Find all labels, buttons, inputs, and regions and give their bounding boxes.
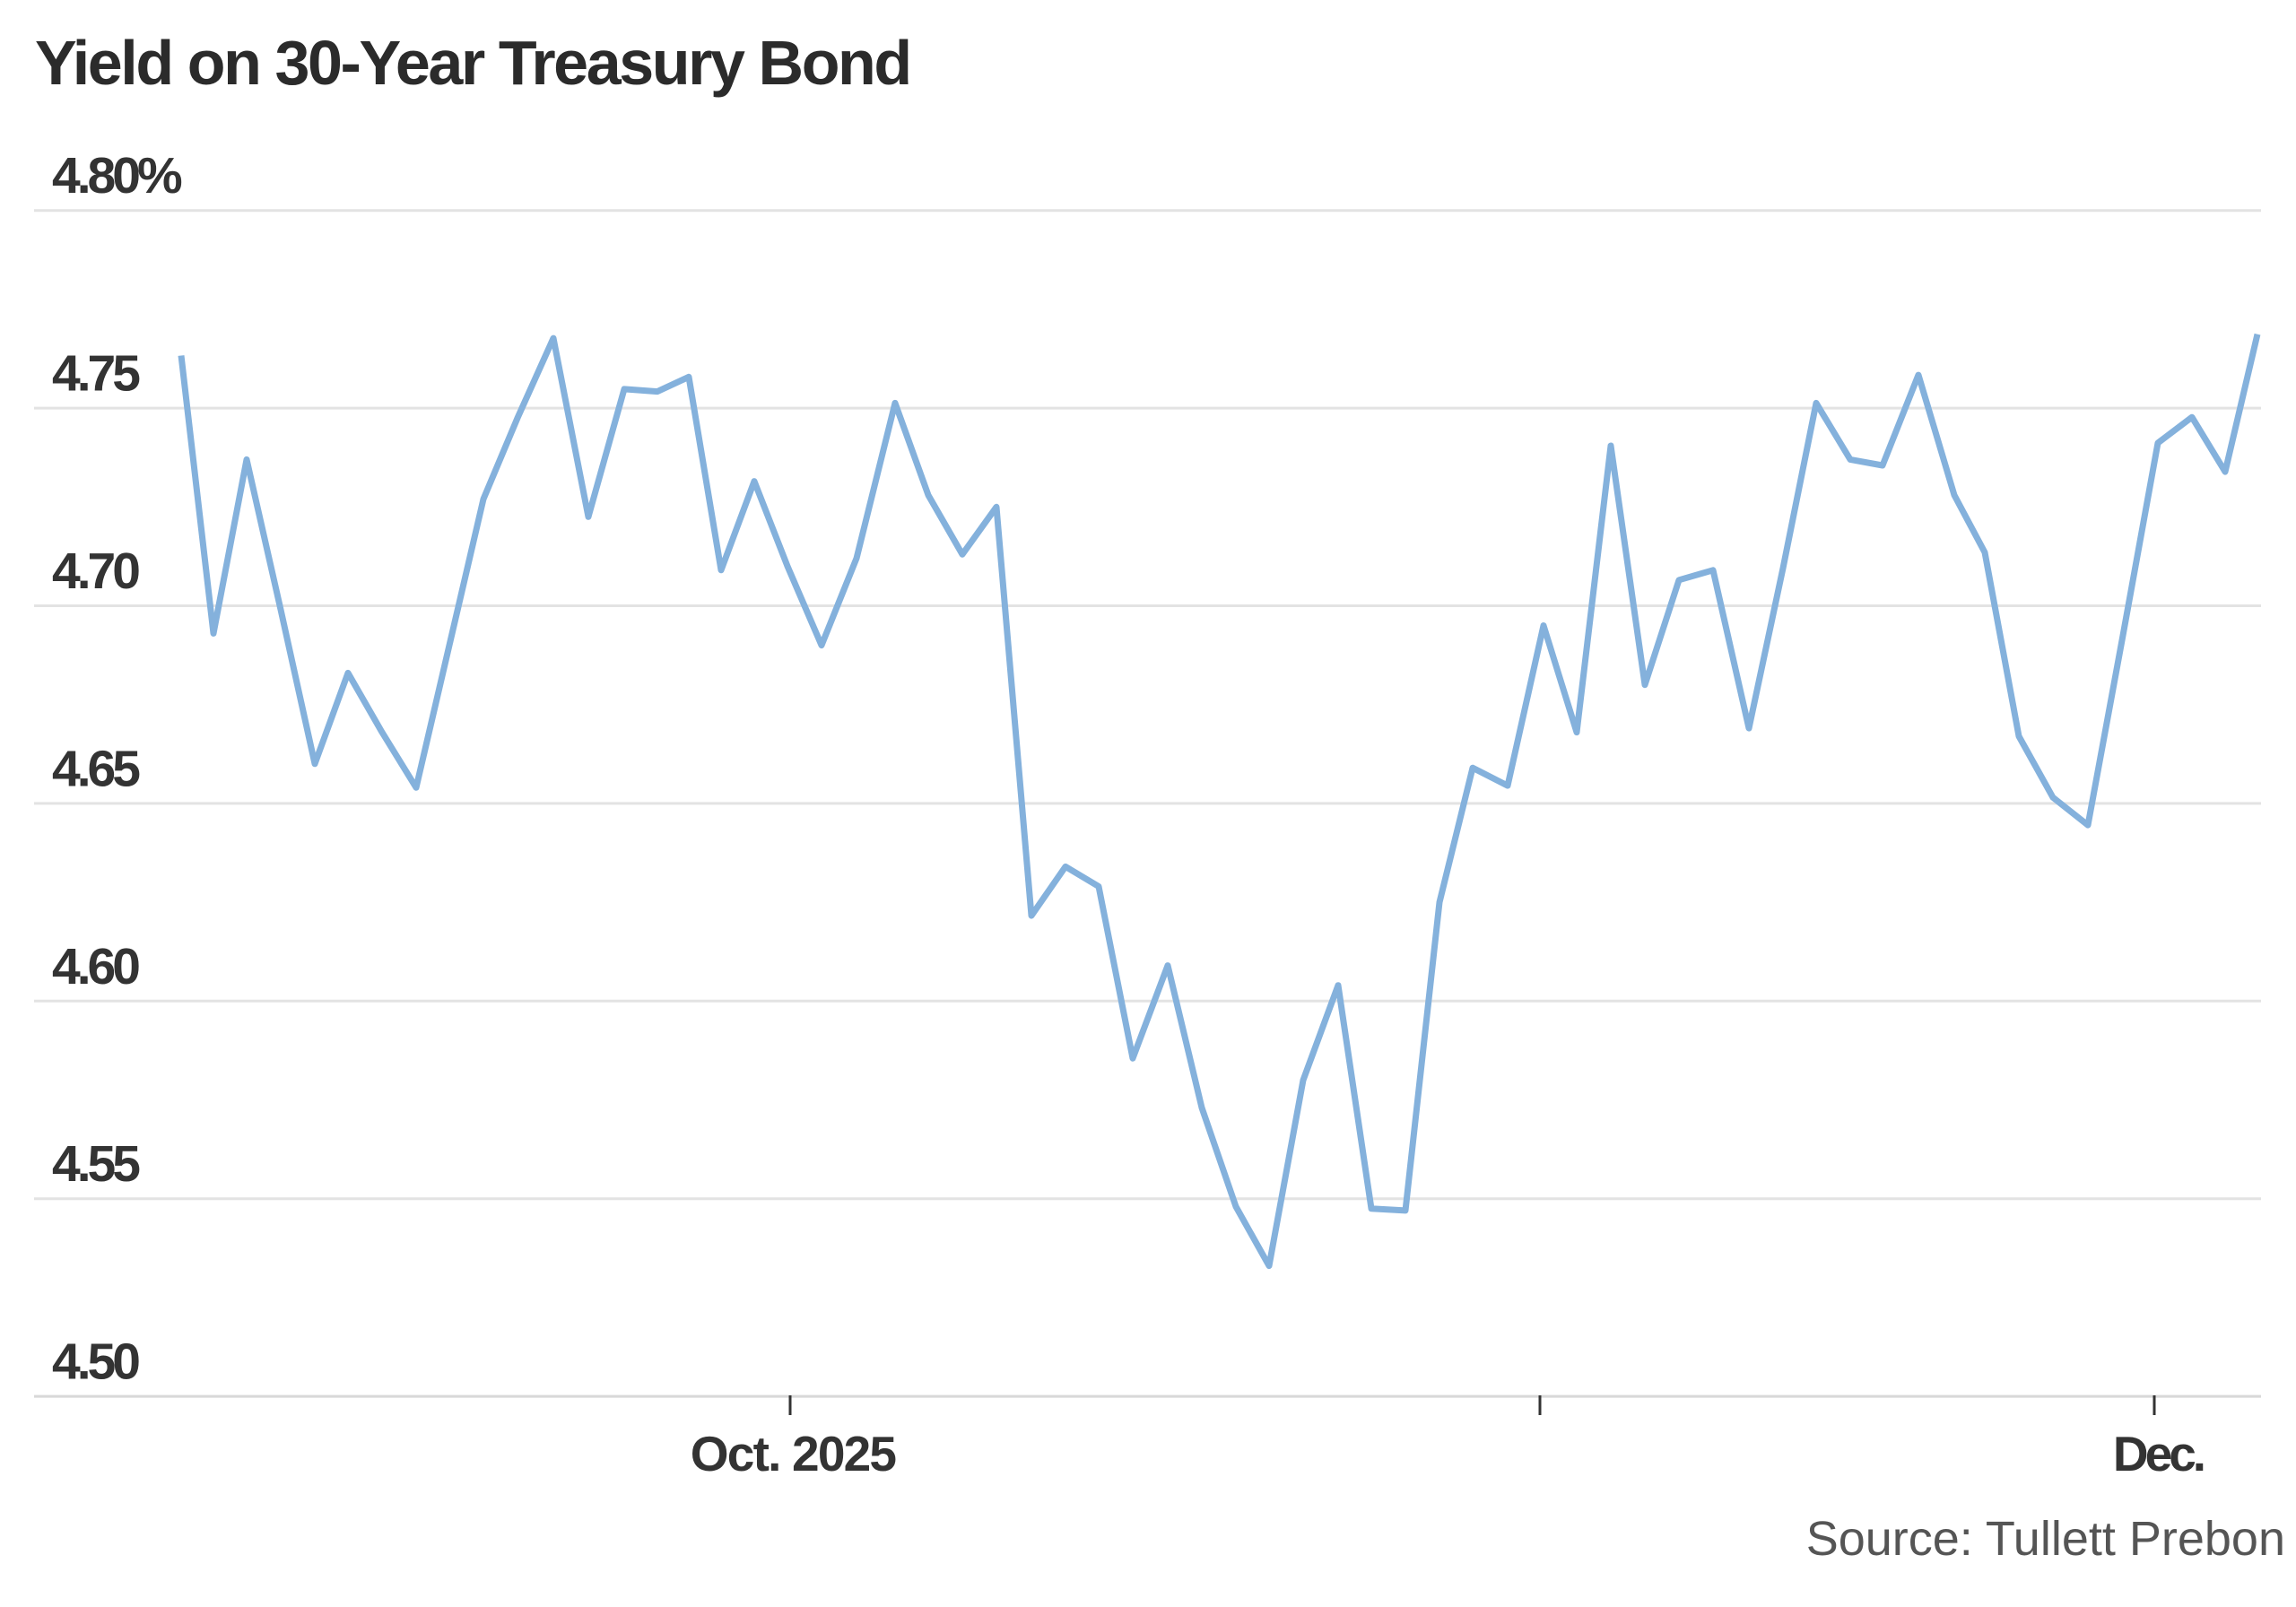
svg-text:Oct. 2025: Oct. 2025 xyxy=(691,1426,897,1481)
svg-text:4.80%: 4.80% xyxy=(52,147,182,204)
svg-text:4.65: 4.65 xyxy=(52,740,140,797)
svg-text:Dec.: Dec. xyxy=(2113,1426,2204,1481)
svg-text:4.50: 4.50 xyxy=(52,1333,139,1391)
svg-text:Source: Tullett Prebon: Source: Tullett Prebon xyxy=(1806,1512,2285,1566)
svg-text:4.55: 4.55 xyxy=(52,1135,140,1193)
svg-text:Yield on 30-Year Treasury Bond: Yield on 30-Year Treasury Bond xyxy=(35,28,910,98)
svg-text:4.60: 4.60 xyxy=(52,938,139,995)
svg-text:4.70: 4.70 xyxy=(52,543,139,600)
svg-text:4.75: 4.75 xyxy=(52,345,140,403)
